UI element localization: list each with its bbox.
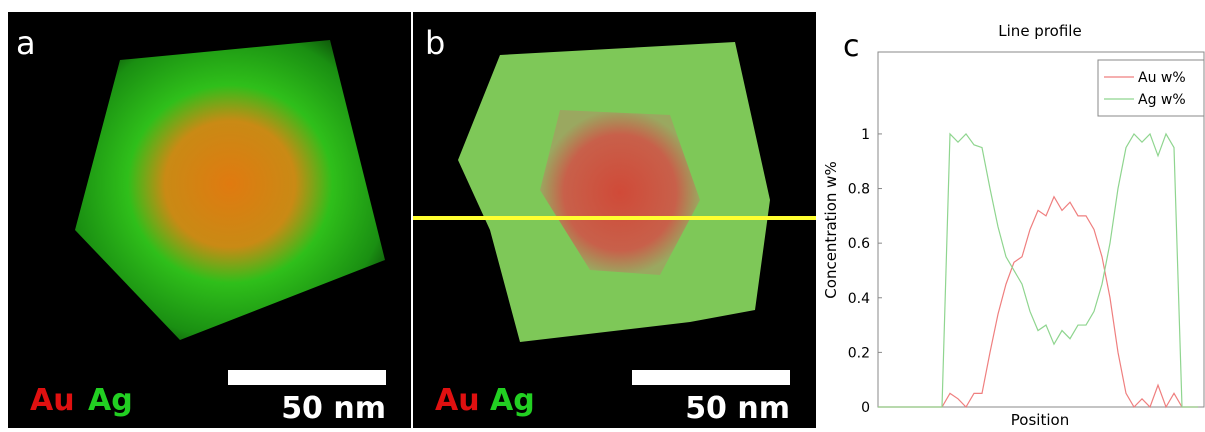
element-label: Au [435, 383, 480, 418]
scale-bar [228, 370, 386, 385]
figure: a Au Ag 50 nm b Au Ag 50 nm c Line profi… [0, 0, 1205, 428]
y-tick-label: 0.6 [848, 236, 870, 252]
legend-label: Au w% [1138, 70, 1186, 86]
y-tick-label: 0.2 [848, 345, 870, 361]
data-line [878, 134, 1198, 407]
element-label: Au [30, 383, 75, 418]
data-line [878, 197, 1198, 407]
panel-label: c [843, 29, 860, 64]
y-axis-label: Concentration w% [822, 161, 840, 298]
panel-label: a [16, 24, 36, 62]
legend-label: Ag w% [1138, 92, 1186, 108]
y-tick-label: 1 [861, 127, 870, 143]
y-tick-label: 0.8 [848, 182, 870, 198]
y-tick-label: 0 [861, 400, 870, 416]
x-axis-label: Position [1011, 411, 1069, 428]
scale-label: 50 nm [685, 391, 790, 426]
y-tick-label: 0.4 [848, 291, 870, 307]
page: a Au Ag 50 nm b Au Ag 50 nm c Line profi… [0, 0, 1205, 428]
scale-label: 50 nm [281, 391, 386, 426]
chart-title: Line profile [998, 22, 1081, 40]
panel-label: b [425, 24, 445, 62]
scale-bar [632, 370, 790, 385]
element-label: Ag [490, 383, 535, 418]
element-label: Ag [88, 383, 133, 418]
